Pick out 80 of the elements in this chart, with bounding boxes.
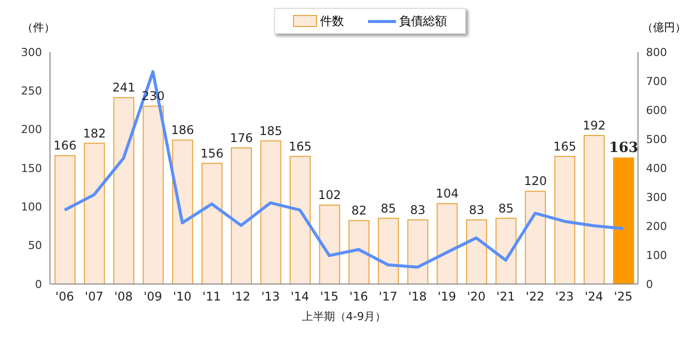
x-tick-label: '10 <box>173 290 192 304</box>
data-label: 166 <box>54 138 76 153</box>
x-axis-title: 上半期（4-9月） <box>302 310 386 323</box>
y-axis-title: （件） <box>22 20 55 35</box>
bar <box>378 218 399 284</box>
bar <box>230 147 252 284</box>
x-tick-label: '07 <box>84 290 104 304</box>
y-tick-label: 150 <box>21 162 42 175</box>
y-tick-label: 250 <box>21 84 42 98</box>
data-label: 85 <box>498 201 514 216</box>
data-label: 156 <box>200 146 224 160</box>
y2-tick-label: 300 <box>646 190 667 204</box>
data-label: 104 <box>436 186 459 201</box>
data-label: 165 <box>288 139 312 154</box>
y2-tick-label: 700 <box>646 74 667 88</box>
bar <box>54 155 76 284</box>
bar <box>496 218 516 284</box>
x-tick-label: '16 <box>349 290 368 304</box>
bar <box>202 162 222 284</box>
x-tick-label: '22 <box>526 290 544 304</box>
data-label: 182 <box>82 126 106 140</box>
data-label: 185 <box>259 124 282 138</box>
y-tick-label: 200 <box>21 123 42 136</box>
bar <box>436 203 458 284</box>
bar <box>584 135 605 284</box>
bar <box>290 156 311 284</box>
x-tick-label: '19 <box>438 290 456 304</box>
data-label: 82 <box>351 204 367 218</box>
bar <box>466 219 488 284</box>
data-label: 83 <box>410 202 426 217</box>
y2-tick-label: 800 <box>646 46 667 59</box>
data-label: 85 <box>380 201 396 216</box>
bar <box>260 140 282 284</box>
x-tick-label: '21 <box>496 290 515 304</box>
bar <box>84 142 105 284</box>
y2-tick-label: 0 <box>646 278 653 291</box>
y-tick-label: 50 <box>28 239 42 252</box>
x-tick-label: '24 <box>584 290 604 304</box>
y2-tick-label: 600 <box>646 104 667 117</box>
y2-axis-title: （億円） <box>642 20 686 35</box>
data-label: 241 <box>112 80 136 95</box>
bar <box>142 106 164 284</box>
bar <box>319 204 340 284</box>
data-label: 165 <box>553 139 576 154</box>
x-tick-label: '13 <box>261 290 280 304</box>
data-label: 192 <box>582 118 606 133</box>
x-tick-label: '14 <box>290 290 310 304</box>
data-label: 83 <box>468 202 484 217</box>
x-tick-label: '23 <box>555 290 574 304</box>
x-tick-label: '08 <box>114 290 133 304</box>
x-tick-label: '20 <box>467 290 486 304</box>
x-tick-label: '17 <box>378 290 398 304</box>
bar <box>113 97 134 284</box>
bar <box>407 219 428 284</box>
bar <box>613 157 634 284</box>
data-label: 176 <box>230 130 253 145</box>
x-tick-label: '11 <box>202 290 221 304</box>
y-tick-label: 0 <box>35 278 42 291</box>
y2-tick-label: 500 <box>646 132 667 146</box>
legend-label: 件数 <box>320 12 344 30</box>
x-tick-label: '15 <box>320 290 339 304</box>
legend-label: 負債総額 <box>399 12 447 30</box>
y2-tick-label: 400 <box>646 162 667 175</box>
x-tick-label: '25 <box>614 290 633 304</box>
x-tick-label: '06 <box>55 290 74 304</box>
x-tick-label: '12 <box>232 290 250 304</box>
x-tick-label: '18 <box>408 290 427 304</box>
y-tick-label: 300 <box>21 46 42 59</box>
x-tick-label: '09 <box>144 290 162 304</box>
data-label: 186 <box>171 123 194 138</box>
data-label: 102 <box>318 188 342 202</box>
data-label: 120 <box>524 174 547 188</box>
y2-tick-label: 100 <box>646 248 667 262</box>
data-label: 163 <box>608 140 638 156</box>
bar <box>524 190 546 284</box>
bar <box>348 220 370 284</box>
bar <box>172 140 194 284</box>
y2-tick-label: 200 <box>646 220 667 233</box>
bar <box>554 156 576 284</box>
y-tick-label: 100 <box>21 200 42 214</box>
